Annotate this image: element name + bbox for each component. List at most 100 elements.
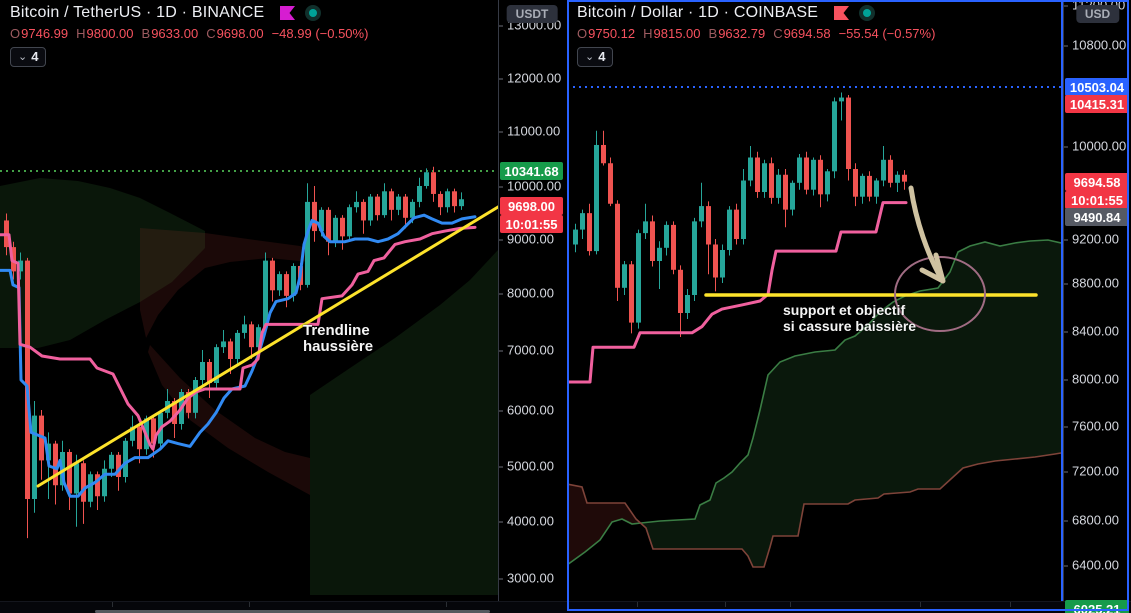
open-label: O <box>10 26 21 41</box>
axis-tick-label: 10800.00 <box>1064 38 1131 53</box>
axis-tick-label: 3000.00 <box>499 571 565 586</box>
axis-tick-label: 11000.00 <box>499 124 565 139</box>
chart-canvas-right[interactable] <box>567 0 1061 601</box>
axis-tick-label: 10000.00 <box>1064 139 1131 154</box>
low-label: B <box>708 26 718 41</box>
close-value: 9698.00 <box>216 26 264 41</box>
chevron-down-icon: ⌄ <box>18 50 28 63</box>
axis-tick-label: 7000.00 <box>499 343 565 358</box>
arrow-drawing[interactable] <box>908 185 946 284</box>
kijun-pink <box>567 201 908 384</box>
time-tick <box>1010 602 1011 607</box>
axis-tick-label: 10000.00 <box>499 179 565 194</box>
trendline-annotation[interactable]: Trendline haussière <box>303 323 373 355</box>
open-label: O <box>577 26 588 41</box>
chart-scrollbar[interactable] <box>95 610 490 613</box>
chart-pane-right: support et objectif si cassure baissière… <box>567 0 1131 613</box>
price-label: 10:01:55 <box>1065 191 1129 209</box>
close-label: C <box>773 26 783 41</box>
close-value: 9694.58 <box>783 26 831 41</box>
change-value: −55.54 (−0.57%) <box>838 26 936 41</box>
price-scale-right[interactable]: USD 11200.0010800.0010000.009200.008800.… <box>1064 0 1131 613</box>
chevron-down-icon: ⌄ <box>585 50 595 63</box>
open-value: 9746.99 <box>21 26 69 41</box>
high-value: 9800.00 <box>86 26 134 41</box>
axis-tick-label: 8000.00 <box>499 286 565 301</box>
time-tick <box>446 602 447 607</box>
chart-pane-left: Trendline haussière Bitcoin / TetherUS ·… <box>0 0 565 613</box>
low-value: 9633.00 <box>151 26 199 41</box>
price-label: 9694.58 <box>1065 173 1129 191</box>
indicator-count: 4 <box>598 49 606 64</box>
price-label: 6025.21 <box>1065 600 1129 613</box>
ichimoku-clouds <box>567 239 1061 568</box>
ohlc-row-right: O9750.12 H9815.00 B9632.79 C9694.58 −55.54 (… <box>577 26 935 41</box>
support-annotation-line1: support et objectif <box>783 302 906 318</box>
low-value: 9632.79 <box>718 26 766 41</box>
axis-tick-label: 7200.00 <box>1064 464 1131 479</box>
axis-tick-label: 6000.00 <box>499 403 565 418</box>
trendline-annotation-line1: Trendline <box>303 322 370 339</box>
time-scale[interactable] <box>0 601 1131 613</box>
chart-legend-right: Bitcoin / Dollar · 1D · COINBASE O9750.1… <box>577 4 935 67</box>
symbol-title-left[interactable]: Bitcoin / TetherUS · 1D · BINANCE <box>10 4 265 21</box>
currency-toggle-left[interactable]: USDT <box>506 5 558 23</box>
indicators-collapse-button[interactable]: ⌄ 4 <box>10 47 47 67</box>
axis-tick-label: 6800.00 <box>1064 513 1131 528</box>
price-label: 10415.31 <box>1065 95 1129 113</box>
ichimoku-clouds <box>0 178 498 595</box>
axis-tick-label: 8000.00 <box>1064 372 1131 387</box>
senkou-b-brown <box>567 452 1061 568</box>
ohlc-row-left: O9746.99 H9800.00 B9633.00 C9698.00 −48.99 (… <box>10 26 368 41</box>
symbol-title-right[interactable]: Bitcoin / Dollar · 1D · COINBASE <box>577 4 819 21</box>
trendline-haussiere[interactable] <box>36 205 498 488</box>
chart-legend-left: Bitcoin / TetherUS · 1D · BINANCE O9746.… <box>10 4 368 67</box>
high-value: 9815.00 <box>653 26 701 41</box>
senkou-a-green <box>567 239 1061 566</box>
axis-divider-left <box>498 0 499 601</box>
currency-toggle-right[interactable]: USD <box>1075 5 1120 23</box>
axis-tick-label: 9000.00 <box>499 232 565 247</box>
price-label: 10341.68 <box>500 162 563 180</box>
low-label: B <box>141 26 151 41</box>
axis-tick-label: 7600.00 <box>1064 419 1131 434</box>
flag-icon[interactable] <box>834 6 850 20</box>
time-tick <box>637 602 638 607</box>
trendline-annotation-line2: haussière <box>303 338 374 355</box>
price-label: 9698.00 <box>500 197 563 215</box>
kijun-pink <box>0 225 477 451</box>
indicator-count: 4 <box>31 49 39 64</box>
time-tick <box>920 602 921 607</box>
axis-tick-label: 8800.00 <box>1064 276 1131 291</box>
flag-icon[interactable] <box>280 6 296 20</box>
indicators-collapse-button[interactable]: ⌄ 4 <box>577 47 614 67</box>
chart-canvas-left[interactable] <box>0 0 498 601</box>
high-label: H <box>643 26 653 41</box>
open-value: 9750.12 <box>588 26 636 41</box>
time-tick <box>112 602 113 607</box>
time-tick <box>725 602 726 607</box>
axis-tick-label: 9200.00 <box>1064 232 1131 247</box>
connection-status-icon <box>305 5 322 21</box>
close-label: C <box>206 26 216 41</box>
axis-tick-label: 12000.00 <box>499 71 565 86</box>
support-annotation-line2: si cassure baissière <box>783 318 917 334</box>
axis-tick-label: 4000.00 <box>499 514 565 529</box>
price-label: 10503.04 <box>1065 78 1129 96</box>
active-pane-plot-border <box>1061 0 1063 601</box>
connection-status-icon <box>859 5 876 21</box>
axis-tick-label: 6400.00 <box>1064 558 1131 573</box>
price-scale-left[interactable]: USDT 13000.00 12000.00 11000.00 10000.00 900… <box>499 0 565 601</box>
change-value: −48.99 (−0.50%) <box>271 26 369 41</box>
support-annotation[interactable]: support et objectif si cassure baissière <box>783 302 916 334</box>
candles-series <box>573 92 907 337</box>
ellipse-drawing[interactable] <box>894 256 986 332</box>
axis-divider-right <box>1063 0 1064 601</box>
price-label: 10:01:55 <box>500 215 563 233</box>
price-label: 9490.84 <box>1065 208 1129 226</box>
axis-tick-label: 5000.00 <box>499 459 565 474</box>
time-tick <box>790 602 791 607</box>
high-label: H <box>76 26 86 41</box>
axis-tick-label: 8400.00 <box>1064 324 1131 339</box>
